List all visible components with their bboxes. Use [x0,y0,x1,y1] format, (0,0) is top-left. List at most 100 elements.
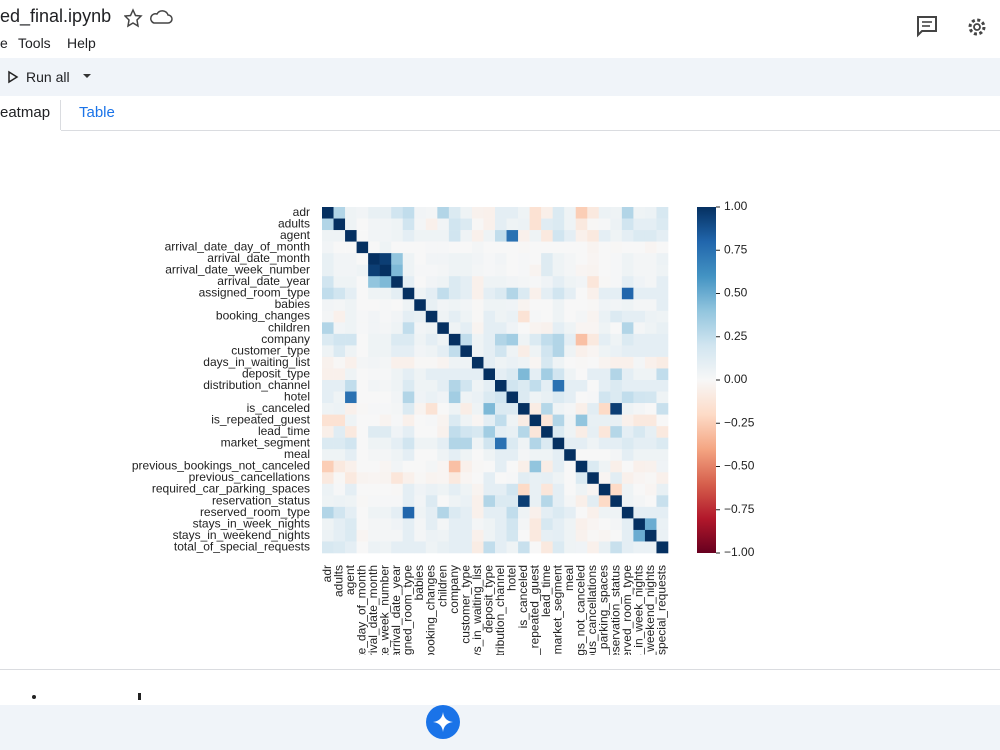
heatmap-cell [621,472,634,485]
heatmap-cell [448,207,461,219]
heatmap-cell [471,322,484,335]
heatmap-cell [564,345,577,358]
heatmap-cell [322,356,334,369]
menu-item[interactable]: Help [67,35,96,51]
heatmap-cell [391,241,404,254]
heatmap-cell [610,333,623,346]
cloud-icon[interactable] [150,10,173,24]
heatmap-cell [552,518,565,531]
tab[interactable]: eatmap [0,104,51,121]
heatmap-cell [644,310,657,323]
heatmap-cell [506,391,519,404]
heatmap-chart: adradultsagentarrival_date_day_of_montha… [132,199,755,668]
heatmap-cell [529,518,542,531]
run-all-button[interactable]: Run all [26,69,70,85]
heatmap-cell [598,472,611,485]
heatmap-cell [575,472,588,485]
heatmap-cell [633,333,646,346]
heatmap-cell [518,241,530,254]
heatmap-cell [448,253,461,265]
heatmap-cell [437,218,450,231]
heatmap-cell [333,276,346,289]
x-tick-label: total_of_special_requests [654,565,668,668]
heatmap-cell [644,333,657,346]
heatmap-cell [460,264,473,277]
heatmap-cell [506,345,519,358]
heatmap-cell [356,380,369,392]
heatmap-cell [391,483,404,496]
gemini-button[interactable] [426,705,462,741]
heatmap-cell [379,322,392,335]
heatmap-cell [552,207,565,219]
heatmap-cell [402,483,415,496]
heatmap-cell [587,437,600,450]
heatmap-cell [633,218,646,231]
heatmap-cell [644,529,657,542]
heatmap-cell [391,345,404,358]
heatmap-cell [333,345,346,358]
heatmap-cell [345,287,357,300]
heatmap-cell [425,253,438,265]
dropdown-icon[interactable] [82,72,92,80]
heatmap-cell [506,218,519,231]
heatmap-cell [506,299,519,312]
colorbar-tick-label: 0.50 [724,286,748,300]
tab[interactable]: Table [79,104,115,121]
heatmap-cell [471,207,484,219]
heatmap-cell [495,426,507,438]
heatmap-cell [621,460,634,473]
heatmap-cell [529,529,542,542]
heatmap-cell [541,322,553,335]
menu-item[interactable]: e [0,35,8,51]
heatmap-cell [333,356,346,369]
heatmap-cell [495,437,507,450]
heatmap-cell [483,380,496,392]
heatmap-cell [506,276,519,289]
heatmap-cell [414,218,427,231]
y-tick-label: customer_type [231,343,310,357]
heatmap-cell [345,310,357,323]
heatmap-cell [587,241,600,254]
heatmap-cell [506,437,519,450]
heatmap-cell [379,391,392,404]
heatmap-cell [425,333,438,346]
heatmap-cell [356,310,369,323]
heatmap-cell [564,472,577,485]
heatmap-cell [368,426,380,438]
heatmap-cell [587,529,600,542]
notebook-title[interactable]: ed_final.ipynb [0,6,112,26]
heatmap-cell [575,333,588,346]
heatmap-cell [437,414,450,427]
heatmap-cell [460,299,473,312]
heatmap-cell [379,460,392,473]
heatmap-cell [379,299,392,312]
star-icon[interactable] [124,8,143,28]
heatmap-cell [518,276,530,289]
heatmap-cell [368,495,380,508]
x-tick-label: required_car_parking_spaces [597,565,611,668]
heatmap-cell [518,483,530,496]
y-tick-label: stays_in_weekend_nights [173,528,310,542]
heatmap-cell [402,322,415,335]
heatmap-cell [656,230,669,242]
comment-icon[interactable] [917,16,937,38]
heatmap-cell [518,310,530,323]
heatmap-cell [621,391,634,404]
heatmap-cell [368,449,380,462]
settings-icon[interactable] [968,18,986,36]
heatmap-cell [437,207,450,219]
heatmap-cell [414,322,427,335]
y-tick-label: reserved_room_type [200,505,310,519]
heatmap-cell [414,310,427,323]
menu-item[interactable]: Tools [18,35,51,51]
heatmap-cell [633,414,646,427]
heatmap-cell [587,541,600,554]
heatmap-cell [621,506,634,519]
heatmap-cell [391,391,404,404]
heatmap-cell [437,483,450,496]
heatmap-cell [345,322,357,335]
heatmap-cell [437,518,450,531]
heatmap-cell [529,333,542,346]
heatmap-cell [402,449,415,462]
heatmap-cell [379,506,392,519]
